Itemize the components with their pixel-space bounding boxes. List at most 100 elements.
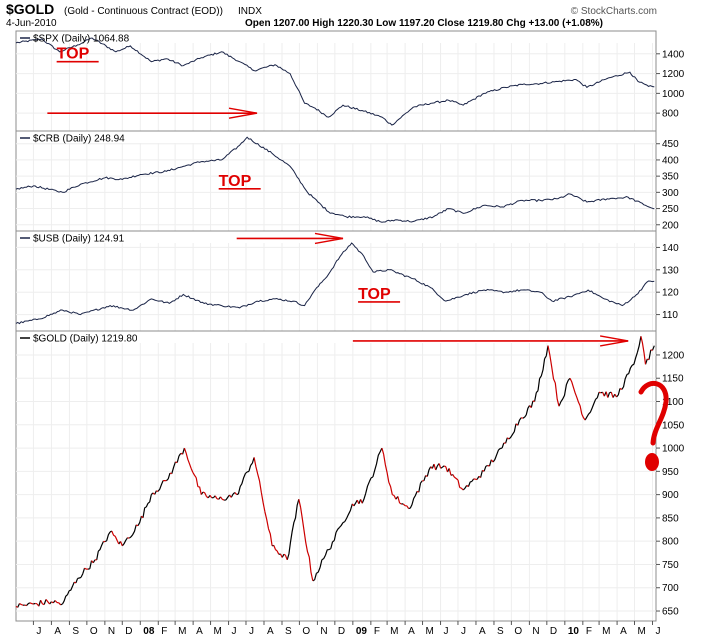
y-tick-label: 110 <box>662 310 678 321</box>
x-tick-label: S <box>72 626 79 637</box>
y-tick-label: 1150 <box>662 374 684 385</box>
x-tick-label: O <box>302 626 310 637</box>
series-line-spx <box>15 37 655 126</box>
y-tick-label: 1400 <box>662 49 685 60</box>
panel-crb: 200 250 300 350 400 450 $CRB (Daily) 248.94 TOP <box>15 130 679 232</box>
x-tick-label: M <box>426 626 434 637</box>
series-line-crb <box>15 136 655 223</box>
header-date: 4-Jun-2010 <box>6 18 57 29</box>
y-tick-label: 950 <box>662 467 679 478</box>
annotation-top-text: TOP <box>57 46 90 63</box>
x-tick-label: M <box>178 626 186 637</box>
panel-frame <box>15 230 657 332</box>
series-line-gold-down <box>15 336 653 608</box>
x-tick-label: S <box>285 626 292 637</box>
series-line-usb <box>15 242 655 325</box>
x-tick-label: D <box>125 626 132 637</box>
panel-label: $USB (Daily) 124.91 <box>33 234 125 245</box>
x-tick-label: M <box>214 626 222 637</box>
x-tick-label: M <box>638 626 646 637</box>
x-tick-label: J <box>656 626 661 637</box>
x-tick-label: A <box>408 626 415 637</box>
x-tick-label: A <box>479 626 486 637</box>
x-tick-label: A <box>196 626 203 637</box>
watermark: © StockCharts.com <box>571 6 657 17</box>
x-tick-label: O <box>90 626 98 637</box>
y-tick-label: 1050 <box>662 420 685 431</box>
panel-gold: 650 700 750 800 850 900 950 1000 1050 1100 1150 120… <box>15 330 685 622</box>
x-tick-label: D <box>550 626 557 637</box>
x-tick-label: A <box>267 626 274 637</box>
x-tick-label: M <box>390 626 398 637</box>
annotation-question-mark <box>638 380 669 471</box>
x-tick-label: J <box>36 626 41 637</box>
header-quote: Open 1207.00 High 1220.30 Low 1197.20 Cl… <box>245 18 603 29</box>
annotation-top-text: TOP <box>219 173 252 190</box>
panel-label: $GOLD (Daily) 1219.80 <box>33 334 138 345</box>
panel-usb: 110 120 130 140 $USB (Daily) 124.91 TOP <box>15 230 679 332</box>
panel-legend: $SPX (Daily) 1064.88 <box>20 34 130 45</box>
x-tick-label: N <box>532 626 539 637</box>
x-tick-label: 08 <box>143 626 155 637</box>
annotation-arrow-head <box>228 107 258 119</box>
panel-frame <box>15 130 657 232</box>
y-tick-label: 130 <box>662 265 679 276</box>
y-tick-label: 400 <box>662 155 679 166</box>
x-tick-label: F <box>586 626 592 637</box>
x-tick-label: O <box>514 626 522 637</box>
x-tick-label: J <box>249 626 254 637</box>
x-axis: J A S O N D 08 F M A M J J A S O N D 09 F M A M J J A S O N D 10 F M A M J <box>16 620 661 637</box>
panel-legend: $CRB (Daily) 248.94 <box>20 134 125 145</box>
panel-label: $SPX (Daily) 1064.88 <box>33 34 130 45</box>
y-tick-label: 900 <box>662 490 679 501</box>
x-tick-label: 09 <box>356 626 368 637</box>
header-exchange: INDX <box>238 6 262 17</box>
y-tick-label: 800 <box>662 109 679 120</box>
y-tick-label: 140 <box>662 243 679 254</box>
y-tick-label: 1000 <box>662 89 685 100</box>
y-tick-label: 200 <box>662 220 679 231</box>
y-tick-label: 1200 <box>662 350 685 361</box>
x-tick-label: D <box>338 626 345 637</box>
y-tick-label: 120 <box>662 288 679 299</box>
y-tick-label: 650 <box>662 607 679 618</box>
x-tick-label: A <box>620 626 627 637</box>
y-tick-label: 850 <box>662 513 679 524</box>
header-background <box>0 0 702 29</box>
y-tick-label: 350 <box>662 172 679 183</box>
x-tick-label: F <box>161 626 167 637</box>
question-mark-dot <box>645 453 659 471</box>
panel-frame <box>15 330 657 622</box>
question-mark-curve <box>638 380 669 446</box>
x-tick-label: J <box>461 626 466 637</box>
x-tick-label: N <box>320 626 327 637</box>
annotation-arrow-head <box>314 232 344 245</box>
panel-label: $CRB (Daily) 248.94 <box>33 134 125 145</box>
annotation-arrow-head <box>600 335 629 347</box>
x-tick-label: J <box>444 626 449 637</box>
x-tick-label: M <box>602 626 610 637</box>
y-tick-label: 1200 <box>662 69 685 80</box>
y-tick-label: 1100 <box>662 397 684 408</box>
x-tick-label: S <box>497 626 504 637</box>
y-tick-label: 700 <box>662 583 679 594</box>
panel-legend: $GOLD (Daily) 1219.80 <box>20 334 138 345</box>
y-tick-label: 800 <box>662 537 679 548</box>
header-symbol: $GOLD <box>6 1 54 17</box>
y-tick-label: 250 <box>662 204 679 215</box>
x-tick-label: F <box>374 626 380 637</box>
panel-legend: $USB (Daily) 124.91 <box>20 234 125 245</box>
series-line-gold-up <box>17 336 655 608</box>
x-tick-label: 10 <box>568 626 580 637</box>
header-description: (Gold - Continuous Contract (EOD)) <box>64 6 223 17</box>
x-tick-label: J <box>232 626 237 637</box>
x-tick-label: A <box>54 626 61 637</box>
y-tick-label: 300 <box>662 188 679 199</box>
annotation-top-text: TOP <box>358 286 391 303</box>
y-tick-label: 1000 <box>662 444 685 455</box>
y-tick-label: 750 <box>662 560 679 571</box>
